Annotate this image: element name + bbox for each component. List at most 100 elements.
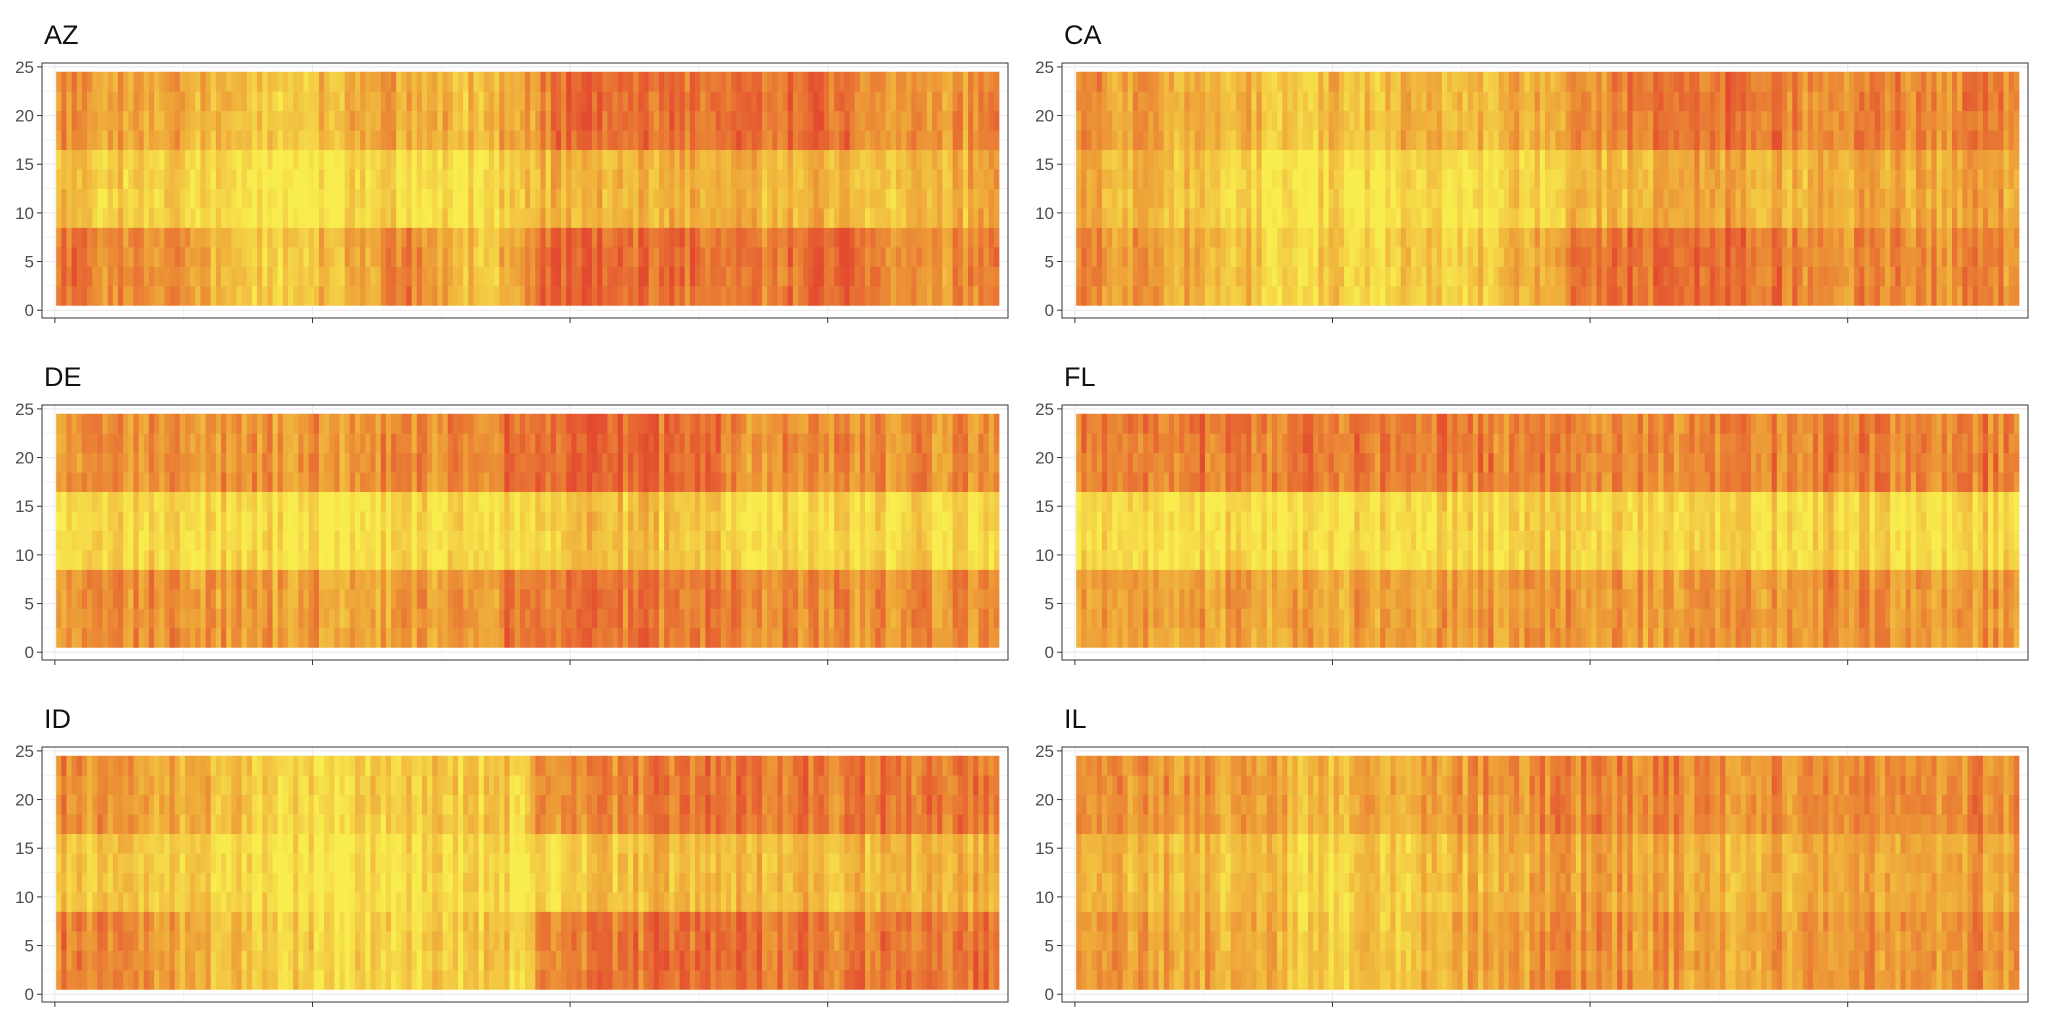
heat-tile <box>298 246 304 267</box>
heat-tile <box>1684 266 1690 287</box>
heat-tile <box>1668 110 1675 131</box>
heat-tile <box>504 208 510 228</box>
heat-tile <box>1112 227 1118 248</box>
heat-tile <box>1740 246 1747 267</box>
heat-tile <box>117 608 124 629</box>
heat-tile <box>1787 285 1793 306</box>
heat-tile <box>1596 285 1603 306</box>
heat-tile <box>978 285 984 306</box>
heat-tile <box>1606 285 1613 306</box>
heat-tile <box>1838 149 1845 170</box>
heat-tile <box>1246 71 1252 92</box>
heat-tile <box>1838 246 1845 267</box>
heat-tile <box>1756 169 1762 189</box>
heat-tile <box>1189 110 1196 131</box>
heat-tile <box>911 169 917 189</box>
heat-tile <box>993 169 1000 189</box>
heat-tile <box>334 188 340 209</box>
heat-tile <box>1168 246 1175 267</box>
heat-tile <box>71 266 78 287</box>
heat-tile <box>117 285 124 306</box>
heat-tile <box>437 110 443 131</box>
heat-tile <box>2008 71 2015 92</box>
heat-tile <box>133 452 139 473</box>
heat-tile <box>1962 266 1968 287</box>
heat-tile <box>741 266 747 287</box>
heat-tile <box>1287 110 1293 131</box>
heat-tile <box>1905 208 1912 228</box>
heat-tile <box>1302 246 1309 267</box>
heat-tile <box>792 208 799 228</box>
heat-tile <box>535 130 541 151</box>
heat-tile <box>1426 110 1433 131</box>
heat-tile <box>107 130 114 151</box>
heat-tile <box>1941 71 1948 92</box>
heat-tile <box>1529 110 1536 131</box>
heat-tile <box>81 452 88 473</box>
heat-tile <box>710 227 717 248</box>
heat-tile <box>1756 71 1762 92</box>
heat-tile <box>56 413 62 434</box>
heat-tile <box>1163 110 1170 131</box>
heat-tile <box>1730 246 1737 267</box>
heat-tile <box>1318 169 1324 189</box>
heat-tile <box>138 608 145 629</box>
heat-tile <box>87 472 93 493</box>
heat-tile <box>128 608 134 629</box>
heat-tile <box>1514 149 1520 170</box>
heat-tile <box>1869 227 1876 248</box>
heat-tile <box>488 246 495 267</box>
heat-tile <box>695 227 701 248</box>
heat-tile <box>1467 71 1474 92</box>
heat-tile <box>1163 149 1170 170</box>
heat-tile <box>566 169 572 189</box>
heat-tile <box>1988 130 1994 151</box>
heat-tile <box>1230 266 1237 287</box>
heat-tile <box>257 188 263 209</box>
heat-tile <box>1606 71 1613 92</box>
heat-tile <box>133 246 139 267</box>
heat-tile <box>87 530 93 551</box>
heat-tile <box>313 188 320 209</box>
heat-tile <box>154 627 160 648</box>
heat-tile <box>983 149 990 170</box>
heat-tile <box>184 285 191 306</box>
heat-tile <box>463 130 469 151</box>
heat-tile <box>1251 266 1257 287</box>
heat-tile <box>452 266 459 287</box>
heat-tile <box>1210 246 1216 267</box>
heat-tile <box>1261 169 1268 189</box>
heat-tile <box>1689 285 1695 306</box>
heat-tile <box>1493 285 1500 306</box>
heat-tile <box>1266 110 1273 131</box>
heat-tile <box>76 130 83 151</box>
heat-tile <box>545 91 552 112</box>
heat-tile <box>1828 130 1834 151</box>
heat-tile <box>741 208 747 228</box>
heat-tile <box>1091 149 1098 170</box>
heat-tile <box>1838 91 1845 112</box>
heat-tile <box>586 149 593 170</box>
heat-tile <box>859 188 866 209</box>
heat-tile <box>478 169 485 189</box>
heat-tile <box>1653 208 1659 228</box>
heat-tile <box>1617 246 1623 267</box>
heat-tile <box>633 91 639 112</box>
heat-tile <box>97 608 103 629</box>
heat-tile <box>1591 246 1597 267</box>
heat-tile <box>1483 91 1489 112</box>
heat-tile <box>1225 246 1232 267</box>
heat-tile <box>1678 169 1685 189</box>
heat-tile <box>1869 285 1876 306</box>
heat-tile <box>1498 285 1505 306</box>
heat-tile <box>133 491 139 512</box>
heat-tile <box>916 246 923 267</box>
heat-tile <box>777 266 783 287</box>
heat-tile <box>195 266 201 287</box>
heat-tile <box>1982 188 1989 209</box>
heat-tile <box>421 149 428 170</box>
heat-tile <box>1503 285 1510 306</box>
heat-tile <box>1946 227 1953 248</box>
heat-tile <box>1199 169 1206 189</box>
